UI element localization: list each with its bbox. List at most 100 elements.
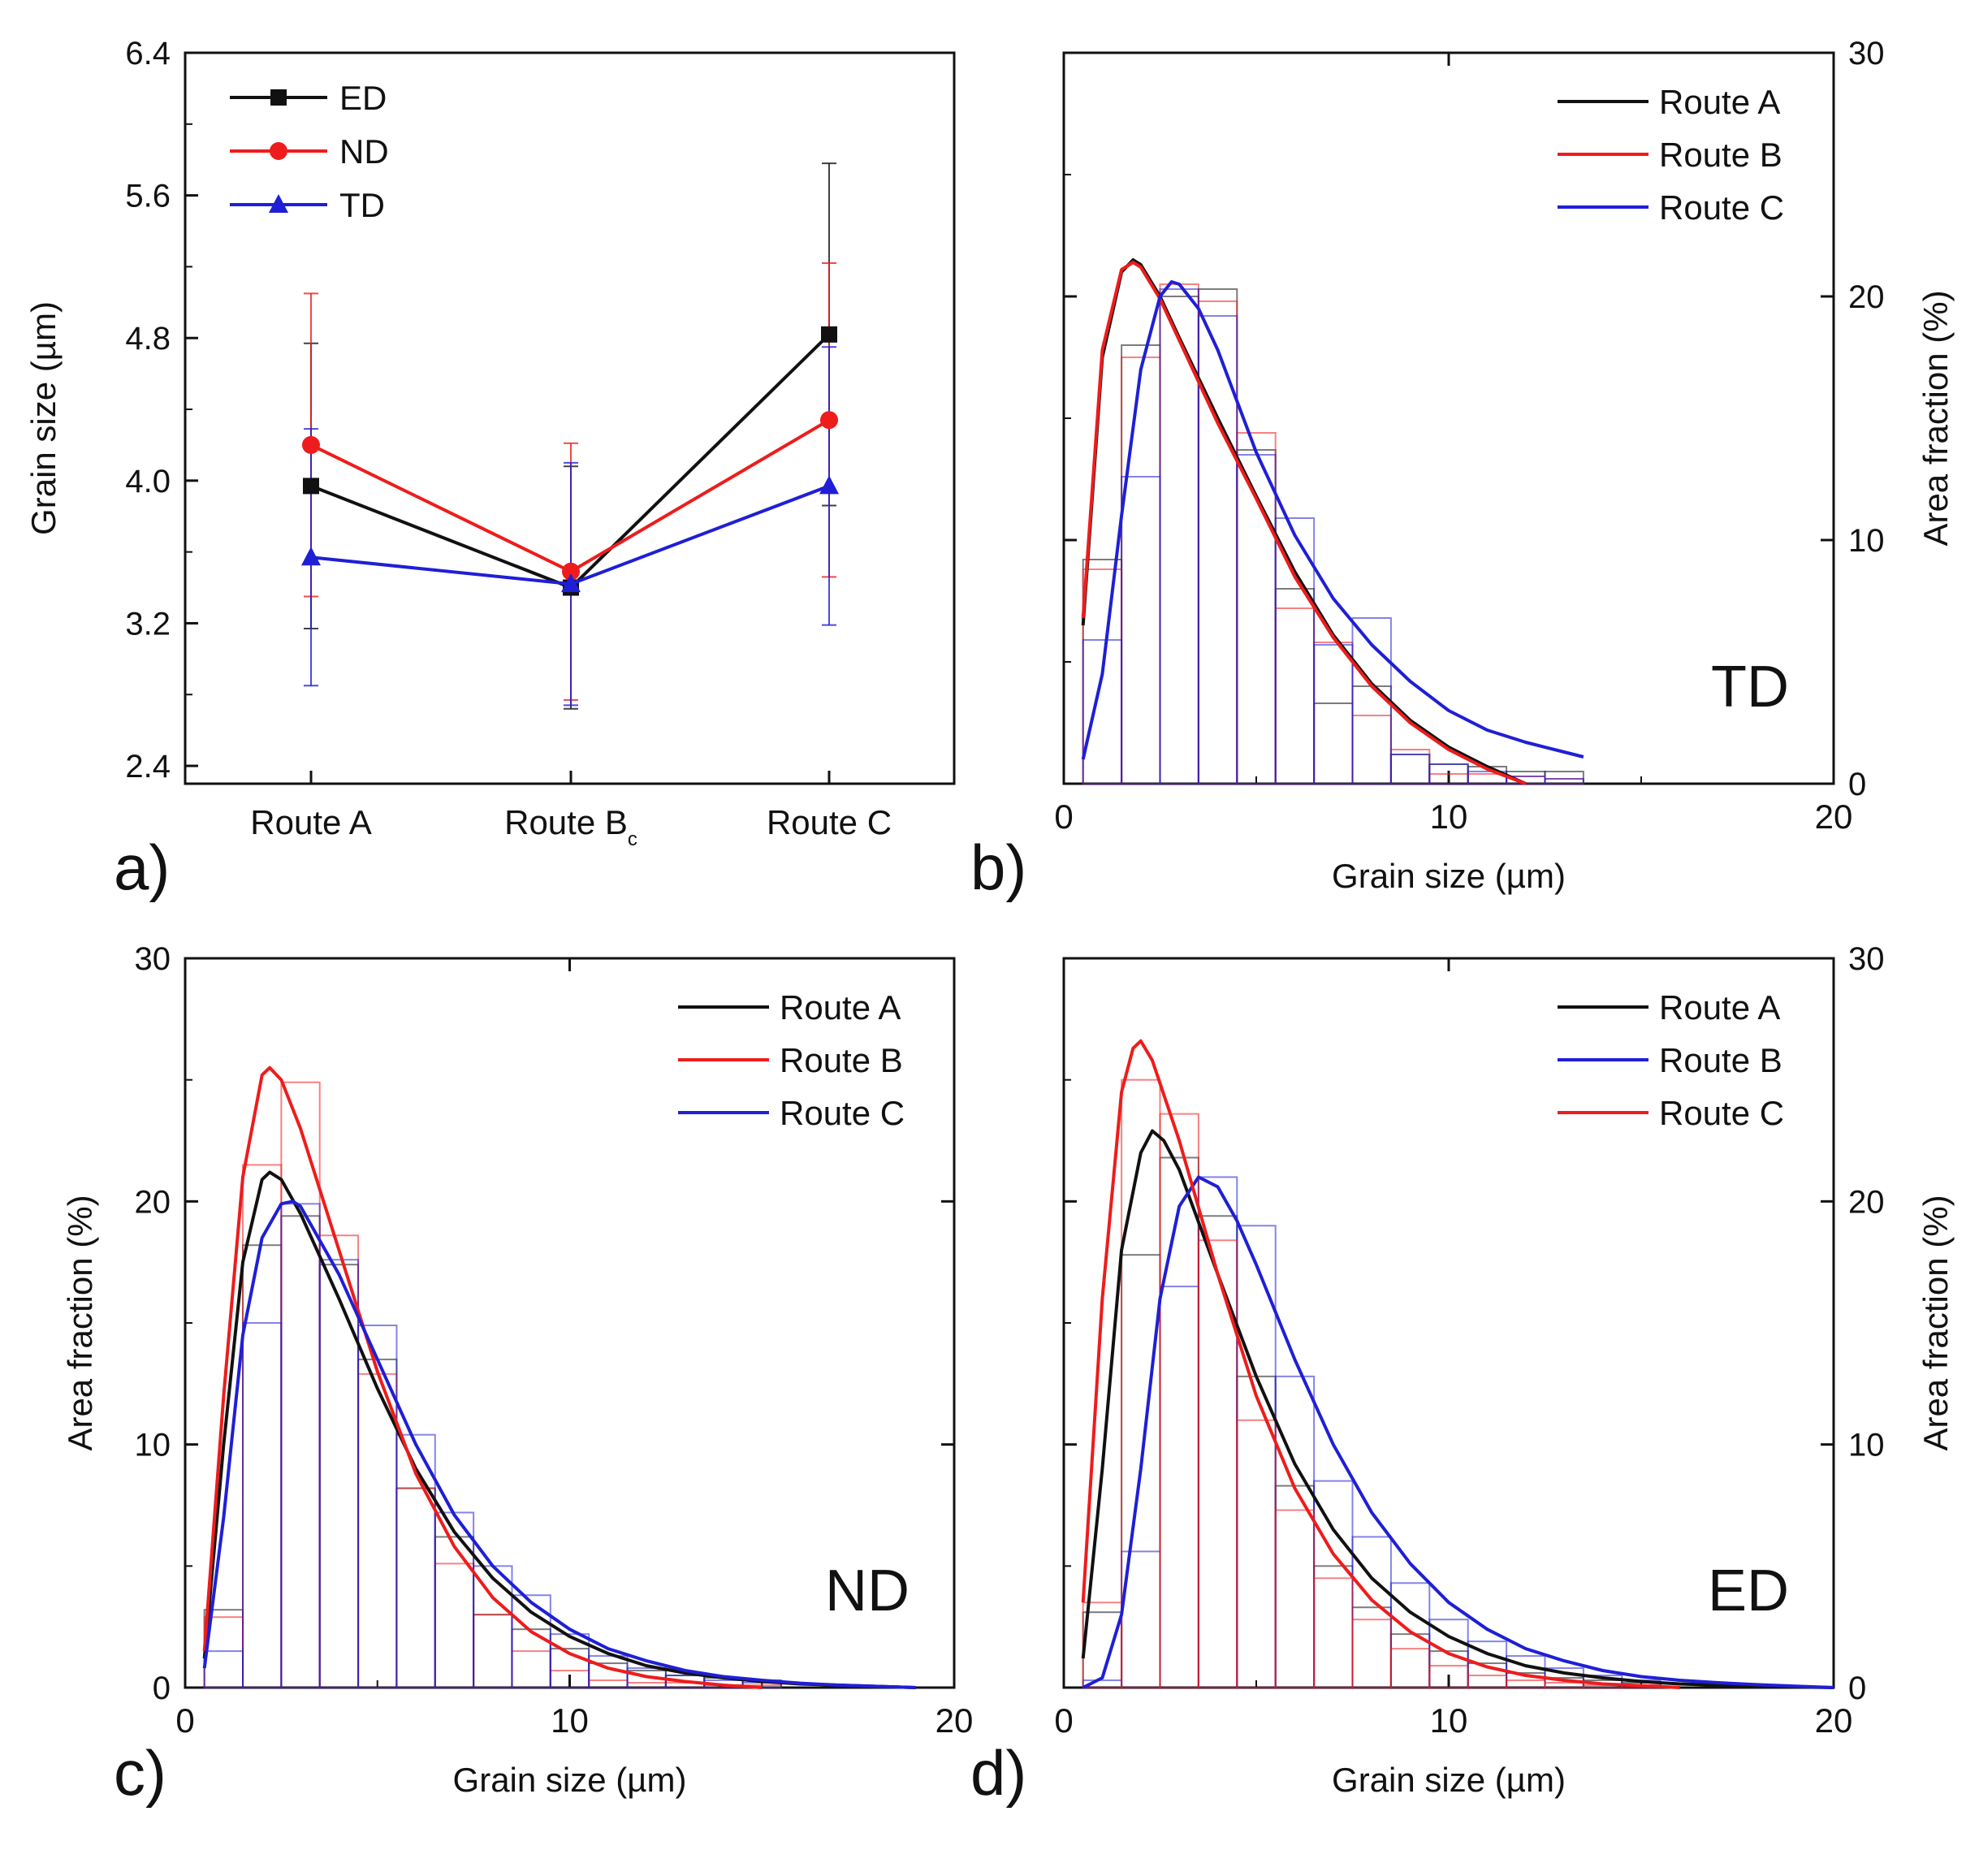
panel-b-label: b) bbox=[970, 832, 1026, 903]
panel-c-bar-route-b bbox=[511, 1650, 551, 1688]
panel-d-bar-route-b bbox=[1159, 1286, 1199, 1688]
panel-c-curve-route-c bbox=[202, 1200, 916, 1689]
panel-d-annotation: ED bbox=[1708, 1558, 1789, 1623]
panel-c-ytick-label: 30 bbox=[135, 941, 171, 977]
panel-d-ytick-label: 30 bbox=[1848, 941, 1885, 977]
panel-b-bar-route-a bbox=[1121, 344, 1161, 785]
panel-d-bar-route-c bbox=[1159, 1113, 1199, 1689]
panel-d-bar-route-c bbox=[1274, 1509, 1316, 1689]
panel-b-bar-route-a bbox=[1197, 288, 1238, 785]
panel-d-xtick-label: 0 bbox=[1054, 1701, 1073, 1740]
panel-c-bar-route-a bbox=[280, 1215, 321, 1688]
panel-d-bar-route-b bbox=[1313, 1480, 1354, 1688]
panel-d-ytick-label: 0 bbox=[1848, 1671, 1866, 1706]
panel-c-bar-route-c bbox=[434, 1511, 475, 1688]
panel-b-ytick-label: 20 bbox=[1848, 279, 1885, 315]
panel-a-xtick-label: Route A bbox=[250, 803, 371, 841]
panel-c-curve-route-a bbox=[202, 1170, 916, 1689]
panel-b-ylabel: Area fraction (%) bbox=[1916, 290, 1955, 546]
panel-c-bar-route-c bbox=[357, 1324, 398, 1688]
panel-d-legend-label: Route A bbox=[1659, 988, 1780, 1027]
panel-d-bar-route-b bbox=[1274, 1375, 1316, 1689]
panel-b-bar-route-a bbox=[1313, 702, 1354, 785]
panel-a-point-td bbox=[561, 573, 581, 593]
panel-d-bar-route-c bbox=[1351, 1619, 1392, 1688]
panel-a-ylabel: Grain size (µm) bbox=[24, 301, 63, 535]
panel-b-bar-route-b bbox=[1274, 607, 1316, 785]
panel-a-legend-marker bbox=[269, 194, 288, 213]
panel-c-legend-label: Route A bbox=[780, 988, 901, 1027]
panel-c-xtick-label: 0 bbox=[175, 1701, 194, 1740]
panel-b-ytick-label: 0 bbox=[1848, 767, 1866, 802]
panel-b-bar-route-b bbox=[1197, 300, 1238, 785]
panel-d-bar-route-b bbox=[1197, 1176, 1238, 1688]
panel-a-frame bbox=[184, 51, 956, 785]
panel-a-point-td bbox=[301, 547, 321, 566]
panel-c-bar-route-b bbox=[357, 1372, 398, 1688]
panel-d-ylabel: Area fraction (%) bbox=[1916, 1195, 1955, 1450]
panel-c-xtick-label: 10 bbox=[551, 1701, 589, 1740]
panel-a-legend-marker bbox=[270, 89, 287, 106]
panel-c-xtick-label: 20 bbox=[935, 1701, 974, 1740]
panel-c-label: c) bbox=[114, 1737, 166, 1809]
panel-d-bar-route-c bbox=[1544, 1682, 1584, 1689]
panel-b-bar-route-c bbox=[1389, 754, 1431, 785]
panel-d-bar-route-c bbox=[1467, 1675, 1508, 1689]
panel-a-legend-label: ED bbox=[339, 79, 387, 117]
panel-c-bar-route-c bbox=[203, 1650, 244, 1688]
panel-a-ytick-label: 5.6 bbox=[125, 179, 171, 214]
panel-b-bar-route-b bbox=[1351, 715, 1392, 785]
panel-a-xtick-label: Route C bbox=[767, 803, 892, 841]
panel-d-bar-route-a bbox=[1389, 1633, 1431, 1688]
panel-d-legend-label: Route C bbox=[1659, 1094, 1784, 1132]
panel-b-bar-route-a bbox=[1274, 588, 1316, 785]
panel-a-xtick-label: Route Bc bbox=[504, 803, 637, 850]
panel-a-ytick-label: 4.0 bbox=[125, 464, 171, 499]
panel-a-point-td bbox=[819, 475, 839, 495]
panel-c-bar-route-b bbox=[473, 1614, 513, 1688]
panel-b-bar-route-c bbox=[1121, 476, 1161, 785]
panel-d-curve-route-a bbox=[1081, 1129, 1834, 1689]
panel-c-ytick-label: 20 bbox=[135, 1184, 171, 1220]
panel-c-bar-route-c bbox=[511, 1594, 551, 1688]
panel-d-bar-route-c bbox=[1389, 1648, 1431, 1689]
panel-c-bar-route-b bbox=[434, 1563, 475, 1688]
panel-a-legend-marker bbox=[270, 142, 287, 160]
panel-b-legend-label: Route C bbox=[1659, 188, 1784, 227]
panel-d-curve-route-c bbox=[1081, 1039, 1680, 1689]
panel-b-bar-route-b bbox=[1236, 432, 1277, 785]
panel-c-xlabel: Grain size (µm) bbox=[453, 1761, 687, 1799]
panel-a-ytick-label: 2.4 bbox=[125, 749, 171, 785]
panel-d-bar-route-a bbox=[1313, 1565, 1354, 1689]
panel-b-bar-route-c bbox=[1544, 778, 1584, 785]
panel-b-ytick-label: 30 bbox=[1848, 36, 1885, 71]
panel-c-legend-label: Route C bbox=[780, 1094, 905, 1132]
panel-c-ytick-label: 10 bbox=[135, 1428, 171, 1463]
panel-d-label: d) bbox=[970, 1737, 1026, 1809]
panel-c-legend-label: Route B bbox=[780, 1041, 903, 1079]
panel-d-bar-route-c bbox=[1121, 1078, 1161, 1688]
panel-b-xtick-label: 20 bbox=[1815, 798, 1853, 836]
panel-a-point-nd bbox=[562, 562, 580, 581]
panel-d-curve-route-b bbox=[1082, 1175, 1834, 1689]
panel-d-bar-route-a bbox=[1274, 1485, 1316, 1689]
panel-d-xtick-label: 10 bbox=[1430, 1701, 1468, 1740]
panel-a-point-nd bbox=[302, 435, 320, 454]
panel-d-bar-route-a bbox=[1197, 1215, 1238, 1688]
panel-d-bar-route-c bbox=[1313, 1577, 1354, 1689]
panel-c-bar-route-c bbox=[318, 1259, 360, 1688]
panel-a-legend-label: TD bbox=[339, 186, 385, 224]
panel-b-ytick-label: 10 bbox=[1848, 523, 1885, 559]
panel-b-bar-route-a bbox=[1544, 771, 1584, 785]
panel-a-ytick-label: 3.2 bbox=[125, 606, 171, 642]
panel-b-bar-route-b bbox=[1121, 357, 1161, 785]
panel-c-bar-route-b bbox=[395, 1487, 436, 1688]
panel-c-bar-route-c bbox=[242, 1322, 283, 1688]
panel-a-point-ed bbox=[303, 478, 319, 495]
panel-c-bar-route-a bbox=[473, 1614, 513, 1688]
panel-b-legend-label: Route A bbox=[1659, 83, 1780, 121]
panel-d-xtick-label: 20 bbox=[1815, 1701, 1853, 1740]
panel-c-ytick-label: 0 bbox=[153, 1671, 171, 1706]
panel-d-xlabel: Grain size (µm) bbox=[1332, 1761, 1566, 1799]
panel-d-legend-label: Route B bbox=[1659, 1041, 1782, 1079]
